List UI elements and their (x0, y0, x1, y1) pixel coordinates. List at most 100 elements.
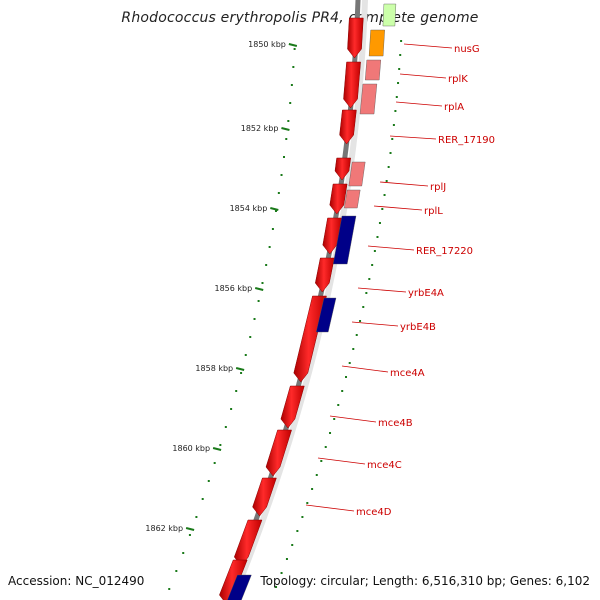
gene-label-RER_17220[interactable]: RER_17220 (416, 246, 473, 257)
forward-gene-arrow[interactable] (329, 183, 348, 215)
ruler-dot (293, 48, 296, 50)
ruler-dot (219, 444, 222, 446)
ruler-dot (207, 480, 210, 482)
ruler-dot (253, 318, 256, 320)
inner-ring-dot (394, 110, 397, 112)
ruler-tick-label: 1862 kbp (145, 524, 183, 533)
forward-gene-arrow[interactable] (252, 477, 277, 517)
inner-ring-dot (368, 278, 371, 280)
gene-track (219, 3, 397, 600)
kbp-ruler: 1850 kbp 1852 kbp 1854 kbp 1856 kbp 1858 kbp… (145, 40, 403, 590)
gene-label-mce4C[interactable]: mce4C (367, 460, 402, 471)
ruler-dot (271, 228, 274, 230)
gene-labels: nusG rplK rplA RER_17190 rplJ rplL RER_17220yr… (305, 43, 495, 518)
ruler-dot (290, 84, 293, 86)
inner-ring-dot (275, 586, 278, 588)
inner-ring-dot (296, 530, 299, 532)
ruler-dot (195, 516, 198, 518)
gene-block-nusG[interactable] (368, 29, 385, 57)
inner-ring-dot (315, 474, 318, 476)
inner-ring-dot (311, 488, 314, 490)
inner-ring-dot (362, 306, 365, 308)
ruler-dot (249, 336, 252, 338)
gene-block-rplJ[interactable] (348, 161, 366, 187)
inner-ring-dot (400, 40, 403, 42)
gene-block-top[interactable] (382, 3, 397, 27)
gene-label-rplJ[interactable]: rplJ (430, 182, 446, 193)
gene-label-yrbE4B[interactable]: yrbE4B (400, 322, 436, 333)
gene-block-rplK[interactable] (364, 59, 382, 81)
ruler-dot (285, 138, 288, 140)
gene-label-RER_17190[interactable]: RER_17190 (438, 135, 495, 146)
ruler-major-tick (288, 43, 298, 47)
ruler-dot (244, 354, 247, 356)
gene-block-bottom[interactable] (225, 574, 252, 600)
inner-ring-dot (352, 348, 355, 350)
gene-label-mce4B[interactable]: mce4B (378, 418, 413, 429)
forward-gene-arrow[interactable] (343, 61, 361, 109)
inner-ring-dot (395, 96, 398, 98)
forward-gene-arrow[interactable] (339, 109, 357, 145)
forward-gene-arrow[interactable] (293, 295, 327, 383)
ruler-major-tick (212, 447, 222, 451)
ruler-dot (235, 390, 238, 392)
ruler-major-tick (235, 367, 245, 371)
inner-ring-dot (359, 320, 362, 322)
inner-ring-dot (373, 250, 376, 252)
inner-ring-dot (398, 68, 401, 70)
gene-label-rplK[interactable]: rplK (448, 74, 468, 85)
gene-block-rplA[interactable] (359, 83, 378, 115)
inner-ring-dot (399, 54, 402, 56)
topology-summary: Topology: circular; Length: 6,516,310 bp… (260, 574, 590, 588)
gene-label-mce4D[interactable]: mce4D (356, 507, 392, 518)
gene-leader-line (399, 73, 447, 79)
ruler-dot (168, 588, 171, 590)
ruler-dot (230, 408, 233, 410)
gene-label-yrbE4A[interactable]: yrbE4A (408, 288, 444, 299)
inner-ring-dot (381, 208, 384, 210)
ruler-dot (175, 570, 178, 572)
ruler-dot (289, 102, 292, 104)
ruler-tick-label: 1860 kbp (172, 444, 210, 453)
inner-ring-dot (371, 264, 374, 266)
forward-gene-arrow[interactable] (334, 157, 351, 181)
gene-leader-line (389, 135, 437, 140)
inner-ring-dot (355, 334, 358, 336)
ruler-dot (274, 210, 277, 212)
gene-label-rplA[interactable]: rplA (444, 102, 464, 113)
ruler-tick-label: 1852 kbp (241, 124, 279, 133)
inner-ring-dot (348, 362, 351, 364)
ruler-tick-label: 1856 kbp (215, 284, 253, 293)
gene-block-yrbE4B[interactable] (315, 297, 337, 333)
ruler-major-tick (185, 527, 195, 531)
forward-gene-arrow[interactable] (322, 217, 342, 255)
gene-block-rplL[interactable] (344, 189, 361, 209)
gene-block-RER_17220[interactable] (332, 215, 357, 265)
gene-leader-line (395, 101, 443, 107)
ruler-major-tick (281, 127, 290, 131)
forward-gene-arrow[interactable] (280, 385, 305, 429)
gene-label-rplL[interactable]: rplL (424, 206, 443, 217)
ruler-dot (292, 66, 295, 68)
ruler-dot (280, 174, 283, 176)
ruler-tick-label: 1858 kbp (195, 364, 233, 373)
gene-leader-line (329, 415, 377, 423)
inner-ring-dot (392, 124, 395, 126)
forward-gene-arrow[interactable] (347, 17, 364, 59)
ruler-dot (268, 246, 271, 248)
inner-ring-dot (391, 138, 394, 140)
forward-gene-arrow[interactable] (265, 429, 292, 477)
ruler-major-tick (254, 287, 264, 291)
gene-leader-line (341, 365, 389, 373)
inner-ring-dot (389, 152, 392, 154)
forward-gene-arrow[interactable] (315, 257, 335, 293)
inner-ring-dot (345, 376, 348, 378)
inner-ring-dot (306, 502, 309, 504)
inner-ring-dot (383, 194, 386, 196)
ruler-dot (282, 156, 285, 158)
gene-label-nusG[interactable]: nusG (454, 44, 480, 55)
gene-leader-line (403, 43, 453, 49)
inner-ring-dot (329, 432, 332, 434)
gene-label-mce4A[interactable]: mce4A (390, 368, 425, 379)
